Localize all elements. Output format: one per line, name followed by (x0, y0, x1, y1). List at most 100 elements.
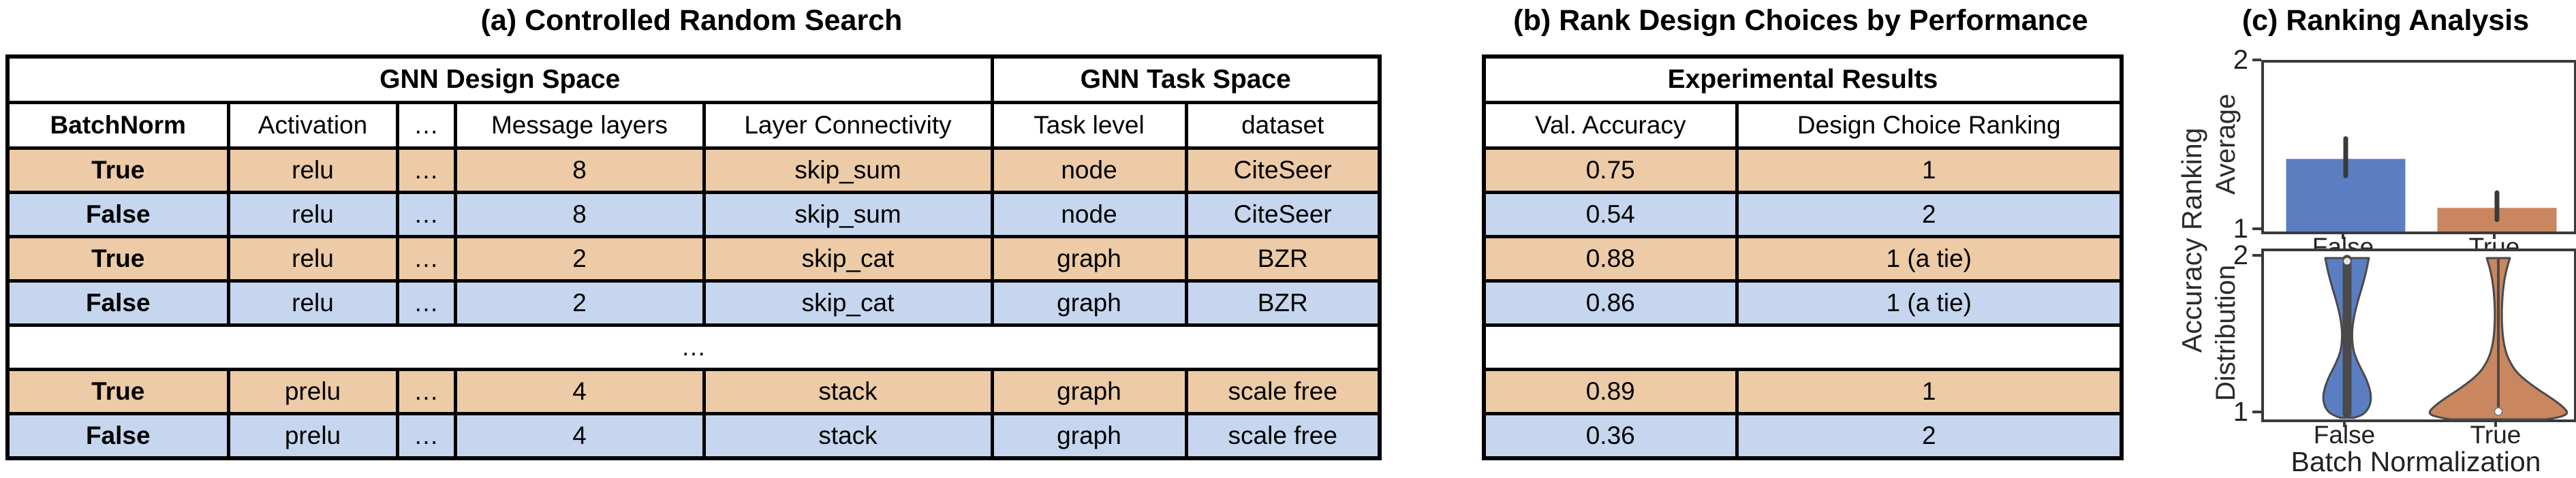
table-cell: graph (990, 279, 1188, 327)
table-row: True prelu… 4 stack graph scale free (5, 368, 1382, 415)
table-cell: 8 (453, 191, 706, 238)
table-row: True relu… 2 skip_cat graph BZR (5, 235, 1382, 283)
table-row: 0.89 1 (1482, 368, 2124, 415)
table-cell: 0.86 (1482, 279, 1739, 327)
table-cell: 0.89 (1482, 368, 1739, 415)
table-cell: node (990, 191, 1188, 238)
bar-ytickmark-2 (2252, 59, 2261, 61)
table-cell: scale free (1184, 412, 1382, 460)
table-cell: 1 (1735, 368, 2124, 415)
table-cell: … (395, 368, 457, 415)
panel-a-title: (a) Controlled Random Search (480, 4, 903, 37)
bar-ytickmark-1 (2252, 227, 2261, 230)
table-cell: 4 (453, 368, 706, 415)
table-row: … (5, 323, 1382, 371)
bar-ytick-1: 1 (2233, 214, 2248, 244)
group-header: GNN Task Space (990, 54, 1382, 104)
table-row: False relu… 2 skip_cat graph BZR (5, 279, 1382, 327)
table-cell: False (5, 412, 230, 460)
table-cell: prelu (226, 368, 399, 415)
table-cell: 4 (453, 412, 706, 460)
violin-xtick-true: True (2470, 421, 2521, 449)
table-row: True relu… 8 skip_sum node CiteSeer (5, 146, 1382, 194)
column-header: … (395, 101, 457, 150)
table-row: False prelu… 4 stack graph scale free (5, 412, 1382, 460)
table-cell: prelu (226, 412, 399, 460)
violin-xtickmark-false (2343, 419, 2346, 427)
table-cell: True (5, 235, 230, 283)
table-cell: True (5, 368, 230, 415)
table-cell: relu (226, 191, 399, 238)
table-cell: 1 (a tie) (1735, 235, 2124, 283)
violin-ytick-2: 2 (2233, 240, 2248, 270)
table-cell: graph (990, 235, 1188, 283)
table-cell: CiteSeer (1184, 191, 1382, 238)
table-cell: scale free (1184, 368, 1382, 415)
table-cell: stack (702, 412, 994, 460)
violin-xtickmark-true (2494, 419, 2497, 427)
table-cell: skip_sum (702, 191, 994, 238)
ellipsis-row-cell: … (5, 323, 1382, 371)
table-cell: … (395, 191, 457, 238)
panel-ranking-analysis: (c) Ranking Analysis Accuracy Ranking Av… (2146, 0, 2576, 477)
table-cell: relu (226, 235, 399, 283)
table-cell: skip_cat (702, 279, 994, 327)
table-cell: … (395, 146, 457, 194)
table-cell: 8 (453, 146, 706, 194)
violin-xtick-false: False (2313, 421, 2376, 449)
table-cell: stack (702, 368, 994, 415)
table-row: 0.88 1 (a tie) (1482, 235, 2124, 283)
table-row: 0.75 1 (1482, 146, 2124, 194)
design-space-table: GNN Design Space GNN Task Space BatchNorm A… (5, 54, 1382, 460)
table-row: 0.54 2 (1482, 191, 2124, 238)
table-row (1482, 323, 2124, 371)
column-header: Layer Connectivity (702, 101, 994, 150)
table-cell: 0.88 (1482, 235, 1739, 283)
table-cell: 1 (a tie) (1735, 279, 2124, 327)
bar-chart-y-label: Average (2211, 93, 2241, 195)
table-row: 0.86 1 (a tie) (1482, 279, 2124, 327)
bar-chart-plot-area (2261, 60, 2576, 234)
table-cell: … (395, 412, 457, 460)
bar-chart (2286, 136, 2557, 232)
violin-inner-box-false (2342, 255, 2352, 418)
bar-xtickmark-true (2493, 232, 2496, 239)
column-header: Val. Accuracy (1482, 101, 1739, 150)
table-cell: 2 (453, 235, 706, 283)
table-cell: 0.75 (1482, 146, 1739, 194)
table-cell: graph (990, 368, 1188, 415)
table-cell: … (395, 279, 457, 327)
table-cell: relu (226, 279, 399, 327)
ellipsis-row-cell (1482, 323, 2124, 371)
table-cell: 2 (1735, 412, 2124, 460)
column-header: dataset (1184, 101, 1382, 150)
table-cell: BZR (1184, 279, 1382, 327)
violin-median-dot-true (2494, 407, 2503, 416)
column-header: BatchNorm (5, 101, 230, 150)
table-cell: CiteSeer (1184, 146, 1382, 194)
violin-ytickmark-2 (2252, 254, 2261, 257)
table-cell: 0.54 (1482, 191, 1739, 238)
table-cell: skip_cat (702, 235, 994, 283)
group-header: Experimental Results (1482, 54, 2124, 104)
shared-y-axis-label: Accuracy Ranking (2176, 127, 2207, 353)
violin-ytick-1: 1 (2233, 397, 2248, 427)
table-cell: graph (990, 412, 1188, 460)
table-cell: False (5, 279, 230, 327)
group-header: GNN Design Space (5, 54, 994, 104)
table-row: 0.36 2 (1482, 412, 2124, 460)
table-cell: 0.36 (1482, 412, 1739, 460)
table-cell: node (990, 146, 1188, 194)
violin-ytickmark-1 (2252, 411, 2261, 413)
experimental-results-table: Experimental Results Val. Accuracy Design … (1482, 54, 2124, 460)
table-cell: 1 (1735, 146, 2124, 194)
violin-inner-line-true (2497, 258, 2500, 415)
table-cell: … (395, 235, 457, 283)
column-header: Activation (226, 101, 399, 150)
panel-c-title: (c) Ranking Analysis (2241, 4, 2530, 37)
x-axis-label: Batch Normalization (2291, 446, 2541, 477)
violin-chart-y-label: Distribution (2211, 264, 2241, 401)
bar-xtickmark-false (2342, 232, 2344, 239)
table-cell: skip_sum (702, 146, 994, 194)
